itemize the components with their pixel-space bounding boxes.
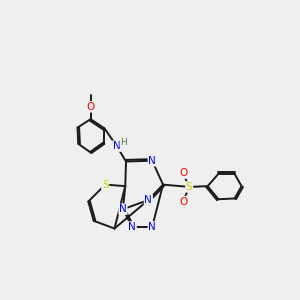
Text: N: N (148, 156, 156, 166)
Text: O: O (179, 168, 187, 178)
Text: N: N (128, 222, 136, 232)
Text: N: N (119, 204, 127, 214)
Text: O: O (86, 102, 95, 112)
Text: N: N (148, 222, 156, 232)
Text: O: O (179, 196, 187, 206)
Text: S: S (186, 182, 193, 192)
Text: N: N (113, 141, 121, 151)
Text: S: S (102, 180, 109, 190)
Text: H: H (120, 138, 127, 147)
Text: N: N (145, 195, 152, 205)
